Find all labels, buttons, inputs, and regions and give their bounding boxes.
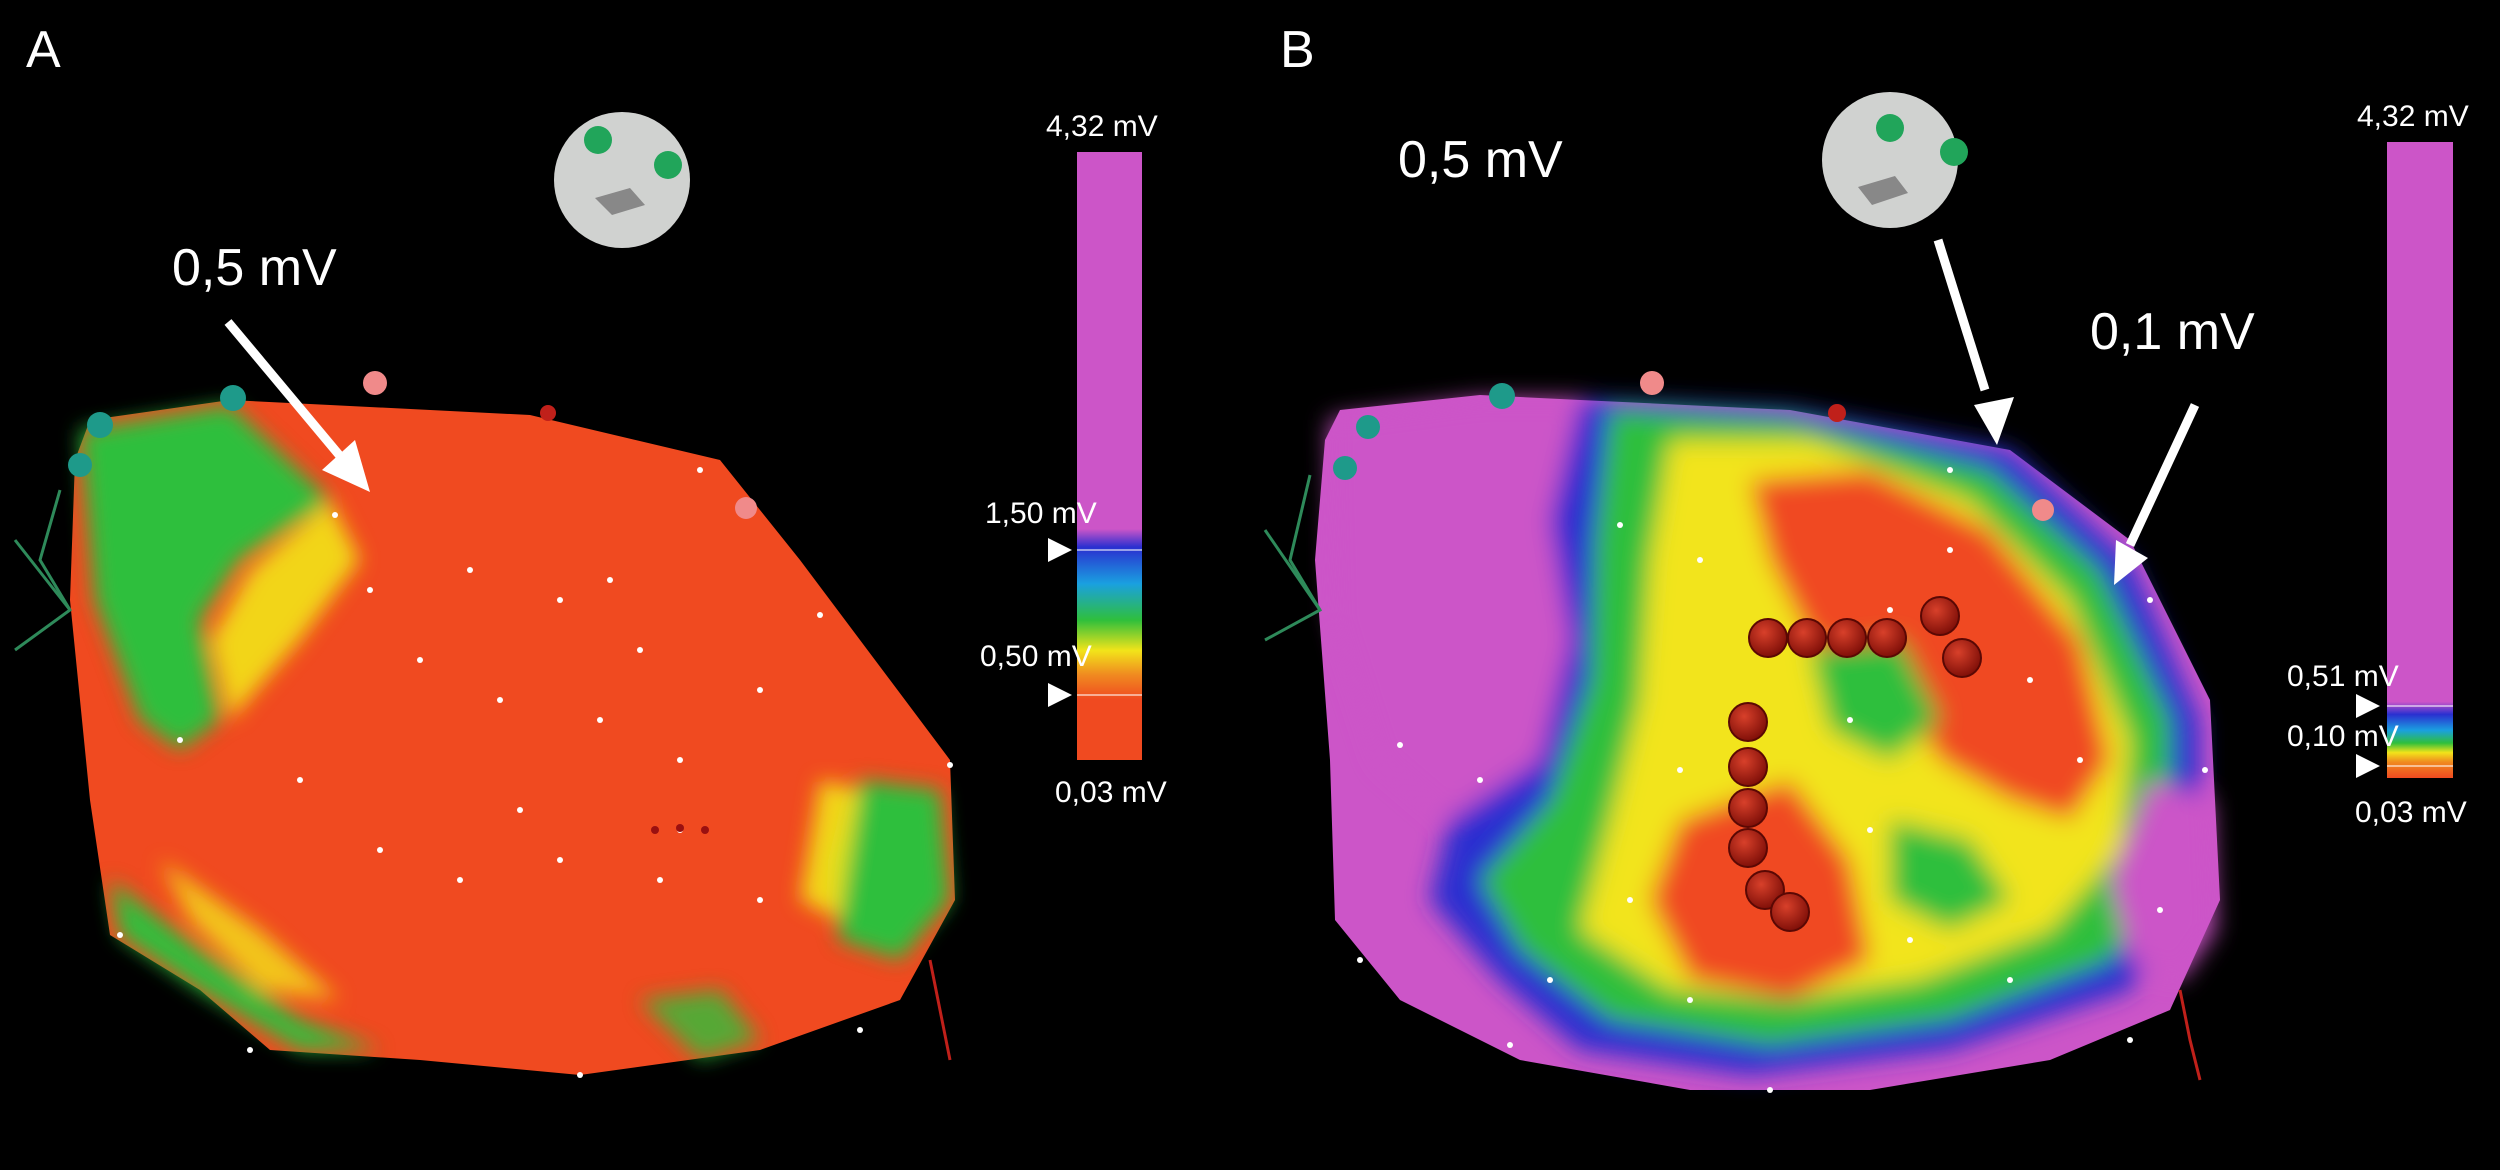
- scale-marker-triangle-icon: [2356, 694, 2380, 718]
- ablation-lesions: [1728, 596, 1982, 932]
- orientation-head-icon: [554, 112, 690, 248]
- scale-marker-high-label: 1,50 mV: [985, 497, 1097, 530]
- orientation-head-icon: [1822, 92, 1968, 228]
- voltage-scale-bar-a: [1077, 152, 1142, 760]
- atrium-surface-a: [70, 400, 955, 1075]
- voltage-scale-bar-b: [2387, 142, 2453, 778]
- sample-points-b: [1357, 467, 2208, 1093]
- scale-marker-triangle-icon: [1048, 683, 1072, 707]
- electrodes-b: [1333, 371, 2054, 521]
- sample-points-a: [117, 467, 953, 1078]
- dark-spots-a: [651, 824, 709, 834]
- callout-label: 0,5 mV: [172, 239, 337, 297]
- arrow-icon: [224, 319, 370, 492]
- scale-marker-triangle-icon: [2356, 754, 2380, 778]
- scale-max-label: 4,32 mV: [2357, 100, 2469, 133]
- scale-max-label: 4,32 mV: [1046, 110, 1158, 143]
- electrodes-a: [68, 371, 757, 519]
- scale-marker-low-label: 0,50 mV: [980, 640, 1092, 673]
- voltage-map-b: [1263, 92, 2453, 1093]
- arrow-icon: [1933, 238, 2014, 445]
- callout-label: 0,1 mV: [2090, 303, 2255, 361]
- catheter-lines-b: [1263, 474, 1323, 642]
- panel-letter-a: A: [26, 21, 61, 79]
- panel-a: A 0,5 mV 4,32 mV 1,50 mV 0,50 mV 0,03 mV: [13, 21, 1167, 1078]
- panel-letter-b: B: [1280, 21, 1315, 79]
- scale-min-label: 0,03 mV: [2355, 796, 2467, 829]
- voltage-map-a: [13, 112, 1142, 1078]
- scale-marker-high-label: 0,51 mV: [2287, 660, 2399, 693]
- panel-b: B 0,5 mV 0,1 mV 4,32 mV 0,51 mV 0,10 mV …: [1250, 0, 2500, 1170]
- scale-marker-triangle-icon: [1048, 538, 1072, 562]
- atrium-surface-b: [1315, 395, 2220, 1090]
- arrow-icon: [2114, 403, 2200, 585]
- callout-label: 0,5 mV: [1398, 131, 1563, 189]
- scale-min-label: 0,03 mV: [1055, 776, 1167, 809]
- catheter-lines-a: [13, 489, 72, 652]
- scale-marker-low-label: 0,10 mV: [2287, 720, 2399, 753]
